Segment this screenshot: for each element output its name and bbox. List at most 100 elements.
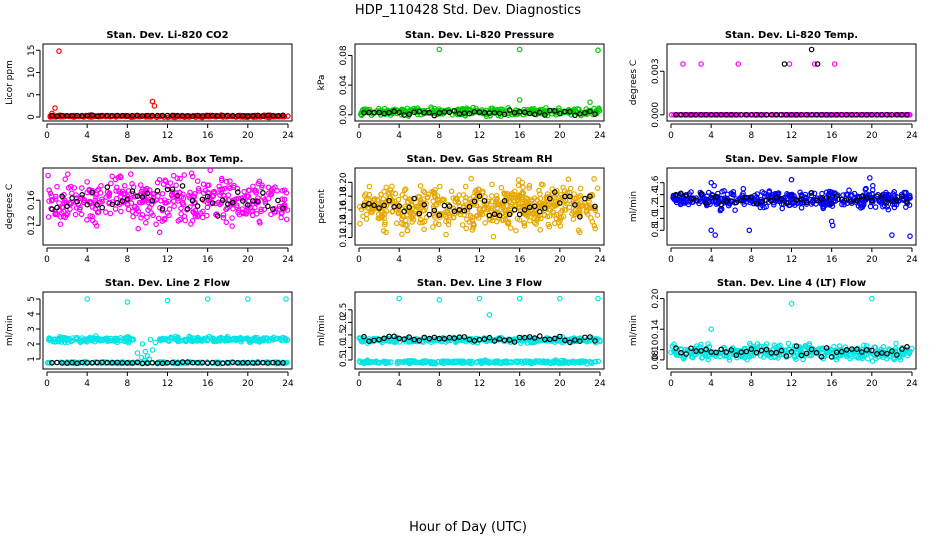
data-point (246, 187, 253, 194)
data-point (441, 202, 448, 209)
outlier-point (788, 300, 795, 307)
y-axis-label: ml/min (629, 315, 639, 346)
plot-frame (354, 43, 605, 122)
data-point (250, 198, 256, 204)
y-tick-label: 0.00 (339, 104, 349, 124)
data-point (366, 201, 372, 207)
data-point (869, 358, 876, 364)
data-point (853, 346, 860, 353)
data-point (476, 193, 483, 200)
data-point (688, 195, 694, 202)
data-point (278, 337, 285, 344)
y-tick-label: 15 (27, 44, 37, 55)
data-point (526, 185, 532, 191)
outlier-point (283, 296, 289, 302)
data-point (570, 216, 577, 223)
data-point (544, 358, 551, 365)
x-tick-label: 16 (202, 131, 214, 141)
data-point (730, 189, 737, 195)
y-tick-label: 2.0 (339, 315, 349, 330)
data-point (469, 227, 476, 233)
data-point (761, 204, 767, 211)
y-tick-label: 2.5 (339, 303, 349, 317)
data-point (154, 360, 161, 366)
data-point (733, 352, 740, 359)
data-point (732, 207, 738, 214)
data-point (496, 212, 503, 219)
data-point (366, 183, 373, 190)
data-point (451, 108, 458, 114)
data-point (381, 188, 387, 195)
data-point (153, 221, 159, 228)
data-point (177, 175, 183, 182)
x-tick-label: 4 (84, 255, 90, 265)
data-point (84, 217, 90, 223)
data-point (127, 195, 133, 202)
data-point (521, 334, 528, 341)
data-point (723, 112, 730, 118)
data-point (164, 359, 171, 366)
data-point (843, 112, 850, 118)
data-point (384, 360, 391, 366)
series-1 (47, 48, 291, 121)
data-point (89, 213, 96, 220)
data-point (144, 112, 151, 119)
data-point (119, 360, 126, 366)
data-point (89, 359, 96, 366)
data-point (496, 336, 503, 342)
data-point (730, 192, 737, 198)
data-point (150, 194, 157, 201)
data-point (48, 197, 55, 204)
data-point (519, 179, 526, 186)
data-point (99, 336, 105, 343)
outlier-point (147, 336, 154, 343)
data-point (79, 359, 85, 366)
data-point (180, 195, 187, 202)
y-tick-label: 0.04 (339, 75, 349, 95)
figure-xlabel: Hour of Day (UTC) (409, 520, 527, 535)
data-point (175, 218, 182, 224)
data-point (159, 360, 166, 367)
data-point (803, 350, 810, 357)
data-point (482, 220, 488, 226)
data-point (401, 358, 408, 365)
data-point (589, 193, 596, 199)
data-point (449, 358, 456, 365)
data-point (241, 188, 247, 195)
outlier-point (587, 99, 593, 106)
data-point (225, 359, 231, 366)
data-point (519, 189, 526, 196)
data-point (467, 213, 474, 219)
panel-title: Stan. Dev. Line 3 Flow (417, 278, 542, 289)
panel-title: Stan. Dev. Li-820 Pressure (405, 30, 555, 41)
data-point (59, 112, 65, 119)
outlier-point (164, 297, 171, 304)
x-tick-label: 12 (786, 131, 797, 141)
data-point (134, 112, 141, 119)
data-point (496, 110, 503, 117)
data-point (688, 353, 695, 360)
x-tick-label: 4 (84, 131, 90, 141)
data-point (754, 191, 761, 197)
y-tick-label: 0.12 (339, 228, 349, 248)
data-point (536, 109, 543, 116)
data-point (420, 188, 427, 195)
data-point (798, 205, 805, 211)
data-point (671, 112, 677, 118)
data-point (60, 337, 67, 343)
x-tick-label: 12 (474, 131, 485, 141)
y-tick-label: 0.18 (339, 186, 349, 206)
data-point (904, 199, 910, 205)
data-point (84, 179, 90, 185)
data-point (582, 334, 588, 341)
data-point (115, 174, 121, 181)
outlier-point (712, 232, 719, 238)
data-point (382, 219, 388, 226)
data-point (748, 112, 755, 118)
x-tick-label: 16 (514, 379, 526, 389)
data-point (122, 112, 129, 119)
data-point (488, 105, 494, 112)
data-point (99, 112, 106, 119)
data-point (448, 188, 455, 195)
data-point (562, 108, 568, 115)
